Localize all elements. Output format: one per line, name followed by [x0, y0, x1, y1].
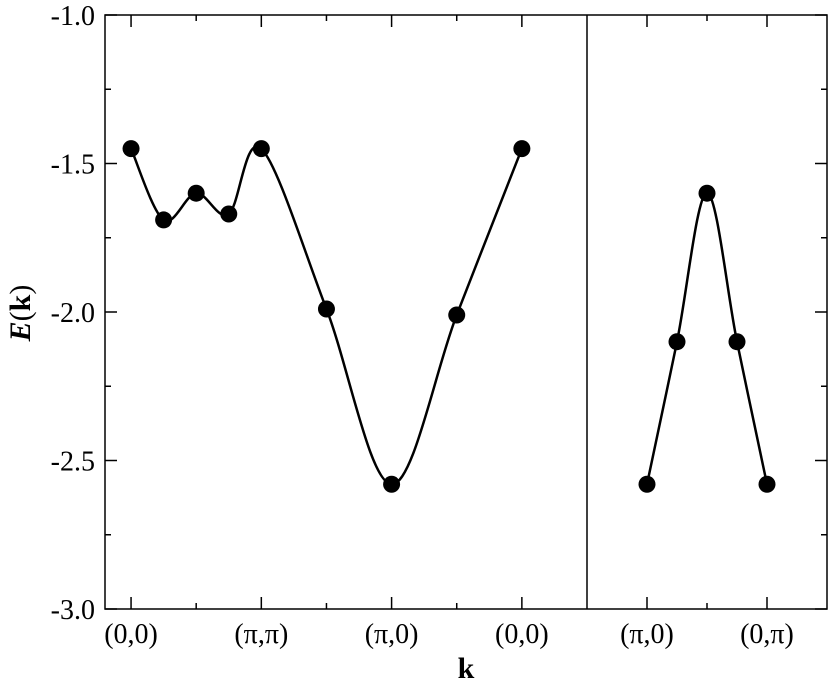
- y-axis-label-open: (: [4, 311, 37, 321]
- x-axis-label: k: [458, 652, 475, 685]
- plot-border: [104, 14, 828, 610]
- data-point: [187, 184, 205, 202]
- data-point: [698, 184, 716, 202]
- data-point: [122, 140, 140, 158]
- axis-ticks: [105, 14, 827, 610]
- data-point: [155, 211, 173, 229]
- data-point: [252, 140, 270, 158]
- data-point: [220, 205, 238, 223]
- x-tick-label: (0,0): [495, 619, 549, 650]
- dispersion-curve-panel-2: [645, 191, 769, 485]
- data-point: [758, 475, 776, 493]
- data-point: [383, 475, 401, 493]
- y-axis-label-close: ): [4, 285, 37, 295]
- y-tick-label: -3.0: [51, 595, 95, 626]
- data-point: [317, 300, 335, 318]
- data-points: [122, 140, 776, 493]
- plot-frame: [104, 14, 828, 610]
- x-tick-label: (0,π): [740, 619, 794, 650]
- data-point: [728, 333, 746, 351]
- y-axis-label-bold: k: [4, 294, 37, 311]
- x-tick-label: (π,0): [365, 619, 419, 650]
- x-tick-label: (π,0): [620, 619, 674, 650]
- y-tick-label: -2.5: [51, 447, 95, 478]
- data-point: [513, 140, 531, 158]
- data-point: [638, 475, 656, 493]
- y-tick-label: -1.0: [51, 1, 95, 32]
- y-tick-label: -1.5: [51, 150, 95, 181]
- tick-labels: -3.0 -2.5 -2.0 -1.5 -1.0 (0,0) (π,π) (π,0) (0,0)…: [51, 1, 794, 650]
- data-point: [668, 333, 686, 351]
- y-tick-label: -2.0: [51, 298, 95, 329]
- y-axis-label: E(k): [4, 285, 37, 343]
- x-tick-label: (π,π): [234, 619, 288, 650]
- y-axis-label-italic: E: [4, 321, 37, 342]
- x-tick-label: (0,0): [104, 619, 158, 650]
- data-point: [448, 306, 466, 324]
